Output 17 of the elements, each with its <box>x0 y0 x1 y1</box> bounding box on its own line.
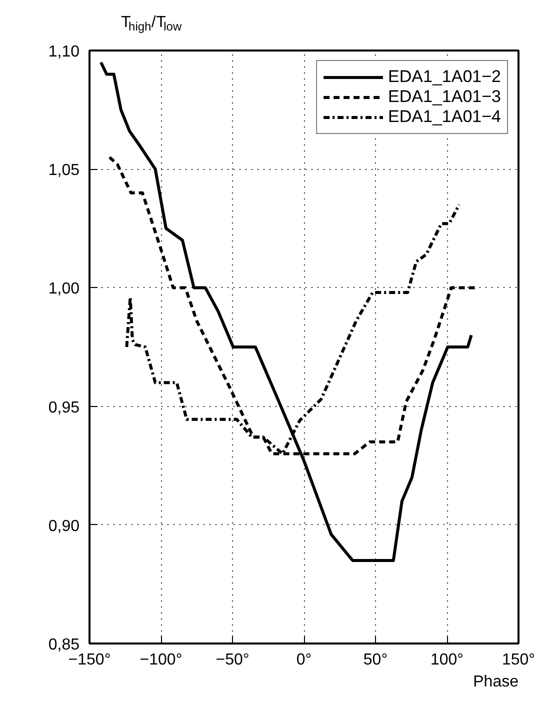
y-tick-label: 1,00 <box>48 280 80 298</box>
x-tick-label: 150° <box>502 652 536 668</box>
x-axis-title: Phase <box>473 674 519 690</box>
x-tick-label: 50° <box>363 652 388 668</box>
x-tick-label: 100° <box>430 652 464 668</box>
x-tick-label: −150° <box>68 652 111 668</box>
y-tick-label: 1,05 <box>48 162 80 180</box>
y-tick-label: 0,90 <box>48 518 80 535</box>
legend-label: EDA1_1A01−4 <box>388 107 501 127</box>
legend-label: EDA1_1A01−2 <box>388 67 501 87</box>
x-tick-label: 0° <box>296 652 312 668</box>
x-tick-label: −50° <box>216 652 250 668</box>
y-tick-label: 1,10 <box>48 44 80 60</box>
y-tick-label: 0,95 <box>48 399 80 416</box>
x-tick-label: −100° <box>140 652 182 668</box>
legend-label: EDA1_1A01−3 <box>388 87 501 107</box>
y-tick-label: 0,85 <box>48 636 80 654</box>
